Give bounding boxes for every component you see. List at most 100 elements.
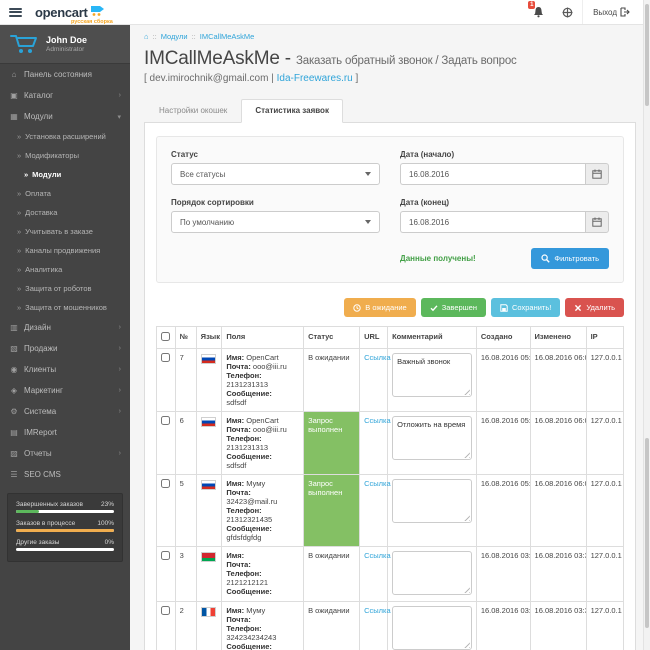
developer-site-link[interactable]: Ida-Freewares.ru: [276, 73, 353, 84]
stat-value: 100%: [97, 520, 114, 527]
comment-textarea[interactable]: Отложить на время: [392, 416, 472, 460]
sidebar-subitem-analytics[interactable]: » Аналитика: [17, 265, 63, 274]
sidebar-item-dashboard[interactable]: ⌂ Панель состояния: [0, 64, 130, 85]
stat-value: 23%: [100, 501, 114, 508]
date-end-input[interactable]: [400, 211, 585, 233]
flag-icon-fr: [200, 607, 216, 617]
logo-text: opencart: [35, 4, 88, 20]
comment-textarea[interactable]: [392, 606, 472, 650]
url-link[interactable]: Ссылка: [364, 606, 391, 615]
chevron-right-icon: ›: [118, 324, 121, 331]
row-checkbox[interactable]: [161, 551, 170, 560]
sidebar-subitem-order-totals[interactable]: » Учитывать в заказе: [17, 227, 93, 236]
globe-icon: [562, 7, 573, 17]
storefront-button[interactable]: [553, 0, 582, 24]
breadcrumb-link-modules[interactable]: Модули: [160, 32, 188, 41]
sidebar: John Doe Administrator ⌂ Панель состояни…: [0, 25, 130, 650]
user-name: John Doe: [46, 35, 88, 45]
row-checkbox[interactable]: [161, 353, 170, 362]
filter-footer: Данные получены! Фильтровать: [400, 248, 609, 269]
sidebar-item-reports[interactable]: ▨ Отчеты ›: [10, 449, 121, 458]
sidebar-item-marketing[interactable]: ◈ Маркетинг ›: [10, 386, 121, 395]
sidebar-item-customers[interactable]: ◉ Клиенты ›: [10, 365, 122, 374]
status-cell: В ожидании: [303, 601, 361, 650]
design-icon: ▥: [10, 323, 18, 332]
page-scrollbar: [643, 0, 650, 650]
sidebar-subitem-modules-active[interactable]: » Модули: [24, 170, 62, 179]
cart-logo-icon: [10, 35, 37, 53]
sidebar-item-system[interactable]: ⚙ Система ›: [10, 407, 121, 416]
sidebar-item-seo-cms[interactable]: ☰ SEO CMS: [10, 470, 61, 479]
fields-cell: Имя: Муму Почта: 32423@mail.ru Телефон: …: [221, 474, 305, 547]
select-all-checkbox[interactable]: [161, 332, 170, 341]
search-icon: [541, 254, 551, 263]
sidebar-subitem-feeds[interactable]: » Каналы продвижения: [17, 246, 101, 255]
tab-settings[interactable]: Настройки окошек: [159, 106, 228, 115]
set-complete-button[interactable]: Завершен: [420, 298, 486, 317]
url-link[interactable]: Ссылка: [364, 551, 391, 560]
calendar-button[interactable]: [585, 211, 609, 233]
menu-toggle-icon[interactable]: [9, 7, 22, 17]
user-role: Administrator: [46, 46, 85, 53]
table-row: 2 Имя: Муму Почта: Телефон: 324234234243…: [156, 601, 625, 650]
sort-select[interactable]: По умолчанию: [171, 211, 380, 233]
url-link[interactable]: Ссылка: [364, 416, 391, 425]
url-link[interactable]: Ссылка: [364, 479, 391, 488]
url-link[interactable]: Ссылка: [364, 353, 391, 362]
sidebar-subitem-shipping[interactable]: » Доставка: [17, 208, 58, 217]
comment-textarea[interactable]: Важный звонок: [392, 353, 472, 397]
delete-button[interactable]: Удалить: [565, 298, 624, 317]
calendar-button[interactable]: [585, 163, 609, 185]
set-pending-button[interactable]: В ожидание: [344, 298, 416, 317]
save-button[interactable]: Сохранить!: [491, 298, 561, 317]
clock-icon: [353, 303, 361, 312]
row-checkbox[interactable]: [161, 479, 170, 488]
flag-icon-ru: [200, 480, 216, 490]
home-icon[interactable]: ⌂: [144, 32, 149, 41]
row-checkbox[interactable]: [161, 606, 170, 615]
main-content: ⌂ :: Модули :: IMCallMeAskMe IMCallMeAsk…: [130, 25, 650, 650]
sidebar-item-sales[interactable]: ▧ Продажи ›: [10, 344, 121, 353]
opencart-logo[interactable]: opencart русская сборка: [35, 4, 113, 25]
sidebar-item-catalog[interactable]: ▣ Каталог ›: [10, 91, 121, 100]
fields-cell: Имя: Почта: Телефон: 2121212121 Сообщени…: [221, 546, 305, 602]
sidebar-subitem-payment[interactable]: » Оплата: [17, 189, 51, 198]
chevron-right-icon: ›: [118, 366, 121, 373]
status-label: Статус: [171, 150, 198, 159]
comment-textarea[interactable]: [392, 479, 472, 523]
sidebar-subitem-antifraud[interactable]: » Защита от мошенников: [17, 303, 107, 312]
filter-button[interactable]: Фильтровать: [531, 248, 609, 269]
chevron-right-icon: ›: [118, 450, 121, 457]
sidebar-item-design[interactable]: ▥ Дизайн ›: [10, 323, 121, 332]
flag-icon-ru: [200, 354, 216, 364]
progress-bar: [16, 548, 114, 551]
sidebar-item-modules[interactable]: ▦ Модули ▾: [10, 112, 121, 121]
notification-badge: 1: [528, 1, 536, 9]
breadcrumb: ⌂ :: Модули :: IMCallMeAskMe: [144, 32, 255, 41]
gear-icon: ⚙: [10, 407, 18, 416]
date-end-group: Дата (конец): [400, 198, 609, 233]
progress-bar: [16, 510, 114, 513]
bulk-actions: В ожидание Завершен Сохранить! Удали: [156, 298, 624, 317]
bell-icon: [534, 7, 544, 18]
row-checkbox[interactable]: [161, 416, 170, 425]
stat-other-orders: Другие заказы 0%: [16, 539, 114, 551]
catalog-icon: ▣: [10, 91, 18, 100]
tab-statistics[interactable]: Статистика заявок: [241, 99, 343, 123]
sidebar-subitem-extensions[interactable]: » Установка расширений: [17, 132, 106, 141]
status-select[interactable]: Все статусы: [171, 163, 380, 185]
notifications-button[interactable]: 1: [524, 0, 553, 24]
page-subtitle: Заказать обратный звонок / Задать вопрос: [296, 55, 517, 67]
stat-value: 0%: [104, 539, 114, 546]
sidebar-subitem-captcha[interactable]: » Защита от роботов: [17, 284, 92, 293]
logout-button[interactable]: Выход: [582, 0, 640, 24]
comment-textarea[interactable]: [392, 551, 472, 595]
breadcrumb-link-imcallmeaskme[interactable]: IMCallMeAskMe: [199, 32, 255, 41]
contact-line: [ dev.imirochnik@gmail.com | Ida-Freewar…: [144, 73, 359, 84]
scrollbar-thumb[interactable]: [645, 4, 649, 106]
calendar-icon: [592, 217, 602, 227]
sidebar-item-imreport[interactable]: ▤ IMReport: [10, 428, 57, 437]
date-start-input[interactable]: [400, 163, 585, 185]
scrollbar-thumb[interactable]: [645, 438, 649, 628]
sidebar-subitem-modifications[interactable]: » Модификаторы: [17, 151, 79, 160]
